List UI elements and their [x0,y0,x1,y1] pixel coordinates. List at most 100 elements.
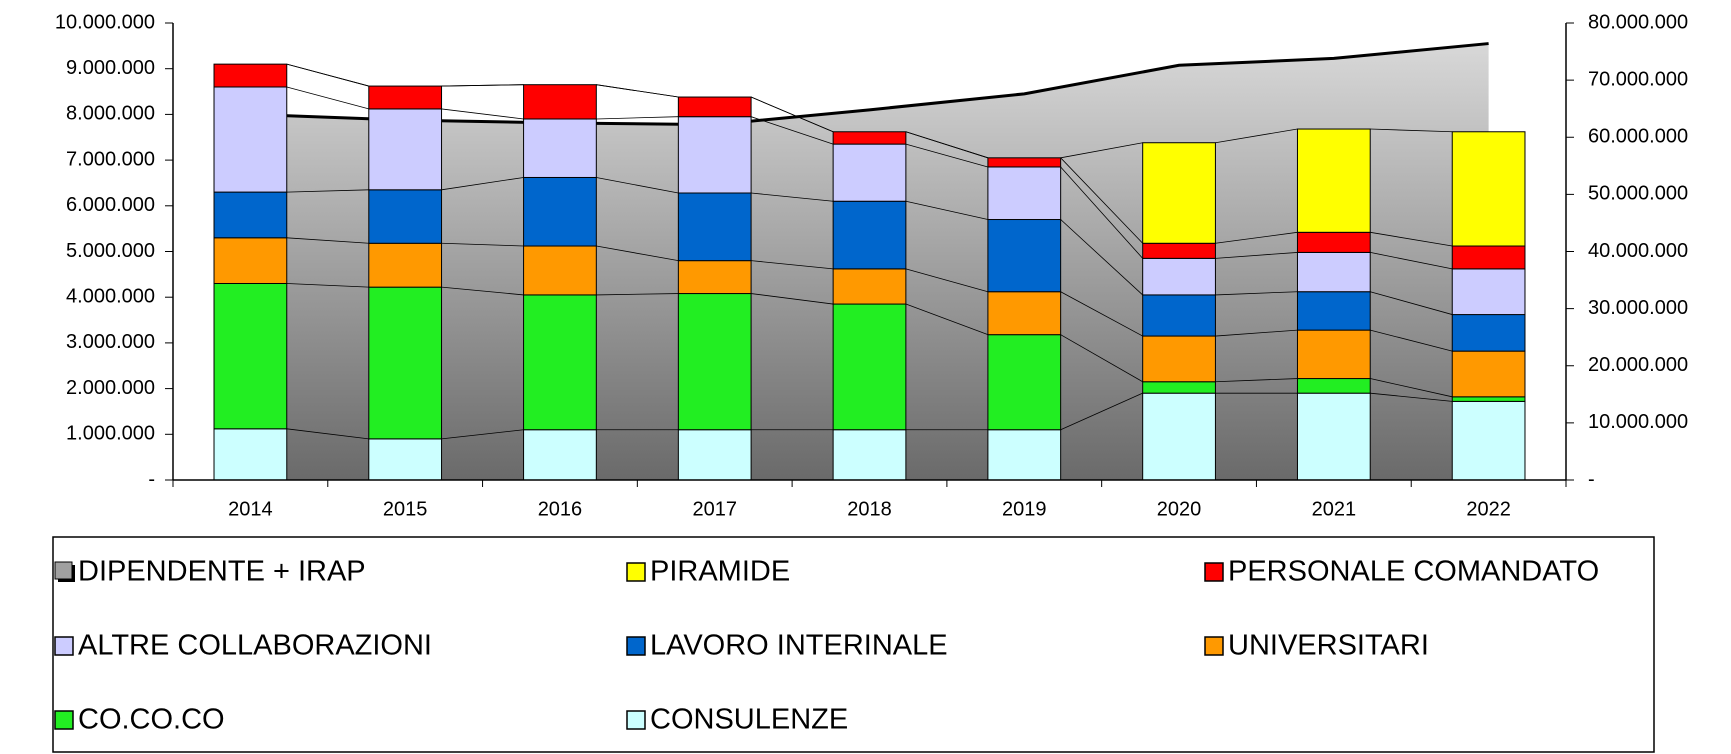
bar-segment [1142,242,1216,259]
y-tick-label: 9.000.000 [66,57,155,79]
bar-segment [1142,392,1216,481]
series-line [750,116,834,145]
bar-segment [213,86,288,193]
bar-segment [832,429,907,481]
x-tick-label: 2022 [1466,498,1511,520]
series-line [905,200,988,220]
bar-segment [213,237,288,284]
series-line [286,237,369,244]
y2-tick-label: 50.000.000 [1588,183,1688,205]
bar-segment [1296,291,1371,331]
series-line [905,143,989,168]
series-line [286,283,369,288]
bar-segment [1296,392,1371,481]
series-line [905,268,989,293]
legend-marker [54,561,73,580]
bar-segment [368,242,443,288]
bar-segment [1142,335,1216,383]
bar-segment [987,429,1062,481]
series-line [596,293,679,296]
series-line [286,428,369,440]
bar-segment [1451,245,1526,270]
series-line [1215,128,1298,144]
bar-segment [832,200,907,270]
series-line [1215,291,1298,296]
series-line [286,86,369,110]
series-line [1060,392,1143,431]
y2-tick-label: - [1588,468,1595,490]
series-line [905,303,989,336]
series-line [1370,329,1453,352]
bar-segment [677,96,752,118]
bar-segment [1142,294,1216,337]
bar-segment [987,157,1062,168]
series-line [1060,142,1143,159]
series-line [1370,128,1453,133]
bar-segment [1296,128,1371,233]
x-tick-label: 2015 [383,498,428,520]
legend-marker [54,636,74,656]
y2-tick-label: 30.000.000 [1588,297,1688,319]
series-line [441,429,524,440]
series-line [596,84,679,98]
bar-segment [368,189,443,244]
bar-segment [1451,400,1526,481]
legend-label: ALTRE COLLABORAZIONI [78,630,432,662]
bar-segment [677,192,752,262]
legend-box [52,536,1655,753]
legend-label: CONSULENZE [650,704,848,736]
bar-segment [523,429,597,481]
series-line [1215,378,1298,383]
bar-segment [1296,329,1371,380]
bar-segment [832,303,907,431]
series-line [441,108,524,120]
legend-label: PIRAMIDE [650,556,790,588]
series-line [1060,291,1143,337]
bar-segment [677,429,752,481]
bar-segment [213,428,288,481]
legend-label: DIPENDENTE + IRAP [78,556,366,588]
y2-tick-label: 80.000.000 [1588,11,1688,33]
y2-tick-label: 40.000.000 [1588,240,1688,262]
legend-label: LAVORO INTERINALE [650,630,948,662]
x-tick-label: 2017 [692,498,737,520]
x-tick-label: 2018 [847,498,892,520]
bar-segment [1142,257,1216,296]
bar-segment [1451,350,1526,398]
series-line [1060,219,1143,296]
area-line [250,42,1489,127]
series-line [905,131,989,159]
legend-label: CO.CO.CO [78,704,225,736]
legend-marker [1204,636,1224,656]
series-line [751,293,834,305]
y-tick-label: 10.000.000 [55,11,155,33]
bar-segment [368,108,443,191]
y2-tick-label: 60.000.000 [1588,126,1688,148]
series-line [751,192,834,202]
series-line [596,177,679,194]
series-line [1370,231,1453,247]
series-line [286,63,369,87]
y-tick-label: 7.000.000 [66,148,155,170]
series-line [441,177,524,191]
y2-tick-label: 20.000.000 [1588,354,1688,376]
bar-segment [213,191,288,239]
bar-segment [523,245,597,296]
bar-segment [1296,378,1371,394]
series-line [596,245,679,262]
series-line [441,84,524,87]
legend-marker [626,636,646,656]
legend-marker [626,710,646,730]
series-line [441,286,524,296]
bar-segment [987,166,1062,221]
bar-segment [1296,251,1371,293]
x-tick-label: 2021 [1312,498,1357,520]
bar-segment [523,294,597,431]
bar-segment [523,84,597,120]
y-tick-label: 6.000.000 [66,194,155,216]
bar-segment [368,438,443,481]
y-tick-label: - [148,468,155,490]
bar-segment [1142,142,1216,244]
legend-label: UNIVERSITARI [1228,630,1429,662]
